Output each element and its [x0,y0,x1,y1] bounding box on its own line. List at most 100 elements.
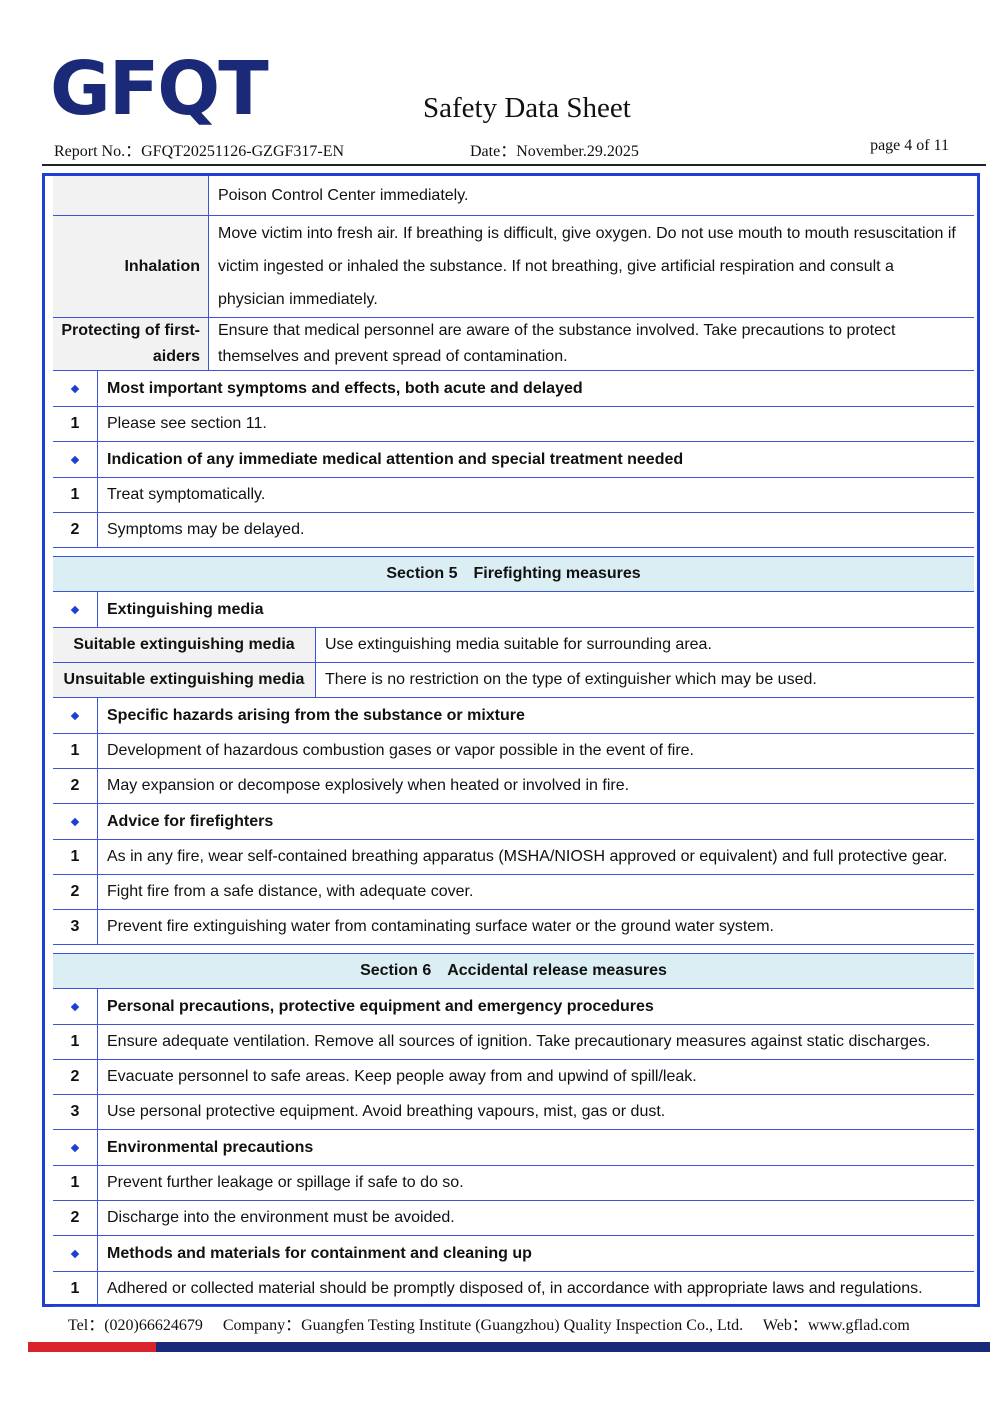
label-row: Unsuitable extinguishing media There is n… [53,663,974,698]
bullet-cell [53,592,98,627]
logo: GFQT [50,46,269,132]
item-number: 2 [53,1201,98,1235]
section-number: Section 6 [360,962,432,979]
label-row: Poison Control Center immediately. [53,176,974,216]
item-text: Use personal protective equipment. Avoid… [107,1103,666,1120]
subheading-row: Most important symptoms and effects, bot… [53,371,974,407]
item-row: 3 Prevent fire extinguishing water from c… [53,910,974,945]
item-text: Symptoms may be delayed. [107,521,305,538]
bullet [70,711,80,720]
header-rule [42,164,986,166]
item-number: 1 [53,1025,98,1059]
report-no-value: GFQT20251126-GZGF317-EN [141,143,345,160]
item-row: 3 Use personal protective equipment. Avoi… [53,1095,974,1130]
row-text: There is no restriction on the type of e… [325,671,817,688]
item-row: 2 Symptoms may be delayed. [53,513,974,548]
bullet-cell [53,989,98,1024]
item-row: 1 Adhered or collected material should be… [53,1272,974,1307]
item-text: Please see section 11. [107,415,267,432]
item-text: Development of hazardous combustion gase… [107,742,694,759]
item-number: 1 [53,1166,98,1200]
subheading-row: Indication of any immediate medical atte… [53,442,974,478]
table-body: Poison Control Center immediately. Inhala… [53,176,974,1307]
item-row: 2 Evacuate personnel to safe areas. Keep … [53,1060,974,1095]
report-no-label: Report No.： [54,143,142,160]
label-row: Inhalation Move victim into fresh air. If… [53,216,974,318]
subheading: Most important symptoms and effects, bot… [107,379,583,397]
item-number: 1 [53,478,98,512]
table: Poison Control Center immediately. Inhala… [42,173,980,1307]
item-text: May expansion or decompose explosively w… [107,777,630,794]
company: Guangfen Testing Institute (Guangzhou) Q… [301,1317,744,1334]
item-number: 1 [53,407,98,441]
row-label [53,176,209,215]
bullet-cell [53,1236,98,1271]
subheading: Personal precautions, protective equipme… [107,997,654,1015]
subheading-row: Advice for firefighters [53,804,974,840]
bullet [70,605,80,614]
item-number: 2 [53,875,98,909]
label-row: Protecting of first-aiders Ensure that me… [53,318,974,371]
item-number: 3 [53,1095,98,1129]
item-number: 1 [53,840,98,874]
section-row: Section 5 Firefighting measures [53,556,974,592]
subheading: Extinguishing media [107,600,264,618]
item-row: 1 Please see section 11. [53,407,974,442]
item-number: 1 [53,1272,98,1306]
row-text: Move victim into fresh air. If breathing… [218,225,956,308]
subheading: Indication of any immediate medical atte… [107,450,684,468]
bullet [70,384,80,393]
section-number: Section 5 [386,565,458,582]
row-text: Poison Control Center immediately. [218,186,469,204]
bullet [70,817,80,826]
item-number: 3 [53,910,98,944]
bullet-cell [53,1130,98,1165]
item-text: Prevent further leakage or spillage if s… [107,1174,464,1191]
bullet [70,1143,80,1152]
row-text: Use extinguishing media suitable for sur… [325,636,712,653]
item-row: 1 Development of hazardous combustion gas… [53,734,974,769]
page-number: page 4 of 11 [870,137,949,154]
row-label: Suitable extinguishing media [53,628,316,662]
bullet [70,1002,80,1011]
item-row: 2 Discharge into the environment must be … [53,1201,974,1236]
tel: (020)66624679 [104,1317,203,1334]
subheading-row: Specific hazards arising from the substa… [53,698,974,734]
section-title: Firefighting measures [473,565,641,582]
item-row: 2 Fight fire from a safe distance, with a… [53,875,974,910]
subheading: Advice for firefighters [107,812,274,830]
item-row: 1 Treat symptomatically. [53,478,974,513]
item-row: 1 Prevent further leakage or spillage if … [53,1166,974,1201]
row-label: Unsuitable extinguishing media [53,663,316,697]
item-number: 2 [53,1060,98,1094]
tel-label: Tel： [68,1317,105,1334]
item-text: Fight fire from a safe distance, with ad… [107,883,474,900]
web: www.gflad.com [807,1317,910,1334]
item-row: 1 As in any fire, wear self-contained bre… [53,840,974,875]
item-text: Adhered or collected material should be … [107,1280,923,1297]
item-number: 1 [53,734,98,768]
subheading: Methods and materials for containment an… [107,1244,532,1262]
subheading-row: Personal precautions, protective equipme… [53,989,974,1025]
label-row: Suitable extinguishing media Use extingui… [53,628,974,663]
item-text: Treat symptomatically. [107,486,266,503]
date: Date：November.29.2025 [470,137,639,161]
bullet-cell [53,698,98,733]
section-title: Accidental release measures [447,962,667,979]
row-label: Inhalation [53,216,209,317]
bullet-cell [53,804,98,839]
web-label: Web： [762,1317,808,1334]
subheading: Environmental precautions [107,1138,314,1156]
footer: Tel：(020)66624679 Company：Guangfen Testi… [68,1311,910,1335]
item-text: Ensure adequate ventilation. Remove all … [107,1033,931,1050]
item-text: Prevent fire extinguishing water from co… [107,918,774,935]
subheading: Specific hazards arising from the substa… [107,706,525,724]
bullet-cell [53,371,98,406]
item-row: 1 Ensure adequate ventilation. Remove all… [53,1025,974,1060]
footer-stripe-red [28,1342,156,1352]
subheading-row: Environmental precautions [53,1130,974,1166]
doc-title: Safety Data Sheet [423,92,631,124]
item-number: 2 [53,513,98,547]
row-text: Ensure that medical personnel are aware … [218,322,896,365]
